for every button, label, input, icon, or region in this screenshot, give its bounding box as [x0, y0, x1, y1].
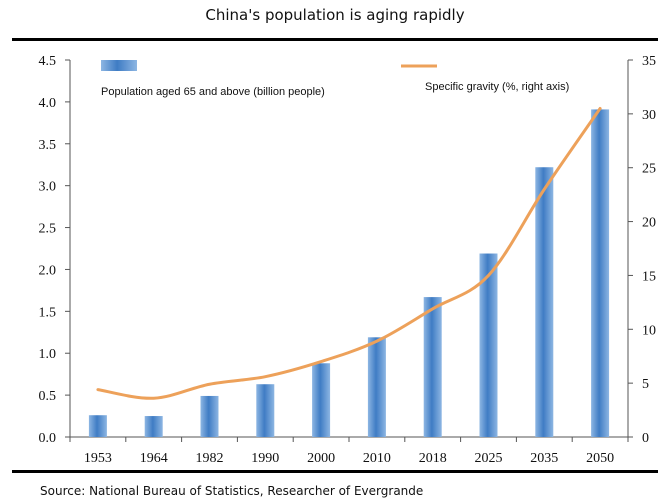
bottom-rule	[12, 470, 658, 473]
right-tick-label: 5	[642, 377, 649, 392]
right-tick-label: 0	[642, 431, 649, 446]
right-tick-label: 15	[642, 269, 656, 284]
bars	[88, 109, 610, 438]
bar	[591, 109, 610, 437]
right-tick-label: 25	[642, 162, 656, 177]
left-tick-label: 0.5	[39, 389, 57, 404]
bar	[144, 416, 163, 437]
series-line-specific-gravity	[96, 106, 602, 400]
left-tick-label: 2.0	[39, 263, 57, 278]
x-tick-label: 1982	[196, 451, 224, 466]
legend: Population aged 65 and above (billion pe…	[101, 60, 569, 98]
left-tick-label: 3.5	[39, 138, 57, 153]
x-tick-label: 1990	[251, 451, 279, 466]
right-tick-label: 35	[642, 54, 656, 69]
legend-label-bar: Population aged 65 and above (billion pe…	[101, 86, 325, 98]
line-series	[96, 106, 602, 400]
legend-label-line: Specific gravity (%, right axis)	[425, 81, 569, 93]
x-tick-label: 2035	[530, 451, 558, 466]
bar	[535, 167, 554, 438]
bar	[88, 415, 107, 437]
left-tick-label: 4.0	[39, 96, 57, 111]
bar	[256, 384, 275, 437]
bar	[200, 395, 219, 437]
left-tick-label: 4.5	[39, 54, 57, 69]
x-tick-label: 2000	[307, 451, 335, 466]
bar	[312, 363, 331, 437]
x-tick-label: 2010	[363, 451, 391, 466]
left-tick-label: 2.5	[39, 222, 57, 237]
source-note: Source: National Bureau of Statistics, R…	[40, 484, 424, 498]
legend-swatch-bar	[101, 60, 137, 71]
left-tick-label: 3.0	[39, 180, 57, 195]
bar	[479, 253, 498, 437]
left-tick-label: 1.0	[39, 347, 57, 362]
x-tick-label: 1964	[140, 451, 168, 466]
bar	[423, 297, 442, 437]
right-tick-label: 30	[642, 108, 656, 123]
bar	[367, 337, 386, 437]
x-tick-label: 2025	[475, 451, 503, 466]
left-tick-label: 1.5	[39, 305, 57, 320]
top-rule	[12, 38, 658, 41]
right-tick-label: 20	[642, 216, 656, 231]
x-tick-label: 1953	[84, 451, 112, 466]
axes: 0.00.51.01.52.02.53.03.54.04.50510152025…	[39, 54, 657, 466]
x-tick-label: 2018	[419, 451, 447, 466]
x-tick-label: 2050	[586, 451, 614, 466]
left-tick-label: 0.0	[39, 431, 57, 446]
right-tick-label: 10	[642, 323, 656, 338]
chart-title: China's population is aging rapidly	[205, 6, 465, 24]
